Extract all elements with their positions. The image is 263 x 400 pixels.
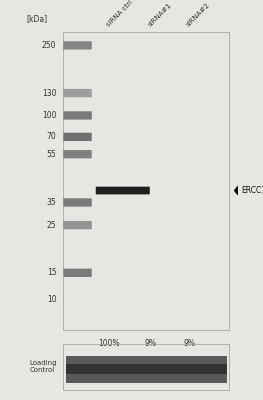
FancyBboxPatch shape — [63, 41, 92, 50]
Text: [kDa]: [kDa] — [27, 14, 48, 23]
Text: 250: 250 — [42, 41, 57, 50]
Polygon shape — [234, 185, 238, 196]
Text: 35: 35 — [47, 198, 57, 207]
Text: 55: 55 — [47, 150, 57, 159]
Text: 130: 130 — [42, 88, 57, 98]
Text: Loading
Control: Loading Control — [29, 360, 57, 374]
Text: 70: 70 — [47, 132, 57, 141]
FancyBboxPatch shape — [63, 150, 92, 158]
FancyBboxPatch shape — [63, 111, 92, 120]
FancyBboxPatch shape — [63, 133, 92, 141]
Text: 100%: 100% — [99, 339, 120, 348]
FancyBboxPatch shape — [67, 364, 227, 374]
Text: siRNA ctrl: siRNA ctrl — [105, 0, 134, 28]
FancyBboxPatch shape — [63, 198, 92, 207]
FancyBboxPatch shape — [63, 89, 92, 97]
Text: 15: 15 — [47, 268, 57, 277]
Text: 9%: 9% — [183, 339, 195, 348]
Text: 25: 25 — [47, 221, 57, 230]
Text: siRNA#1: siRNA#1 — [147, 2, 173, 28]
Text: 100: 100 — [42, 111, 57, 120]
FancyBboxPatch shape — [63, 269, 92, 277]
Text: ERCC1: ERCC1 — [241, 186, 263, 195]
Text: 10: 10 — [47, 295, 57, 304]
Text: siRNA#2: siRNA#2 — [185, 2, 211, 28]
FancyBboxPatch shape — [63, 221, 92, 229]
FancyBboxPatch shape — [96, 187, 150, 194]
Text: 9%: 9% — [145, 339, 157, 348]
FancyBboxPatch shape — [67, 356, 227, 383]
